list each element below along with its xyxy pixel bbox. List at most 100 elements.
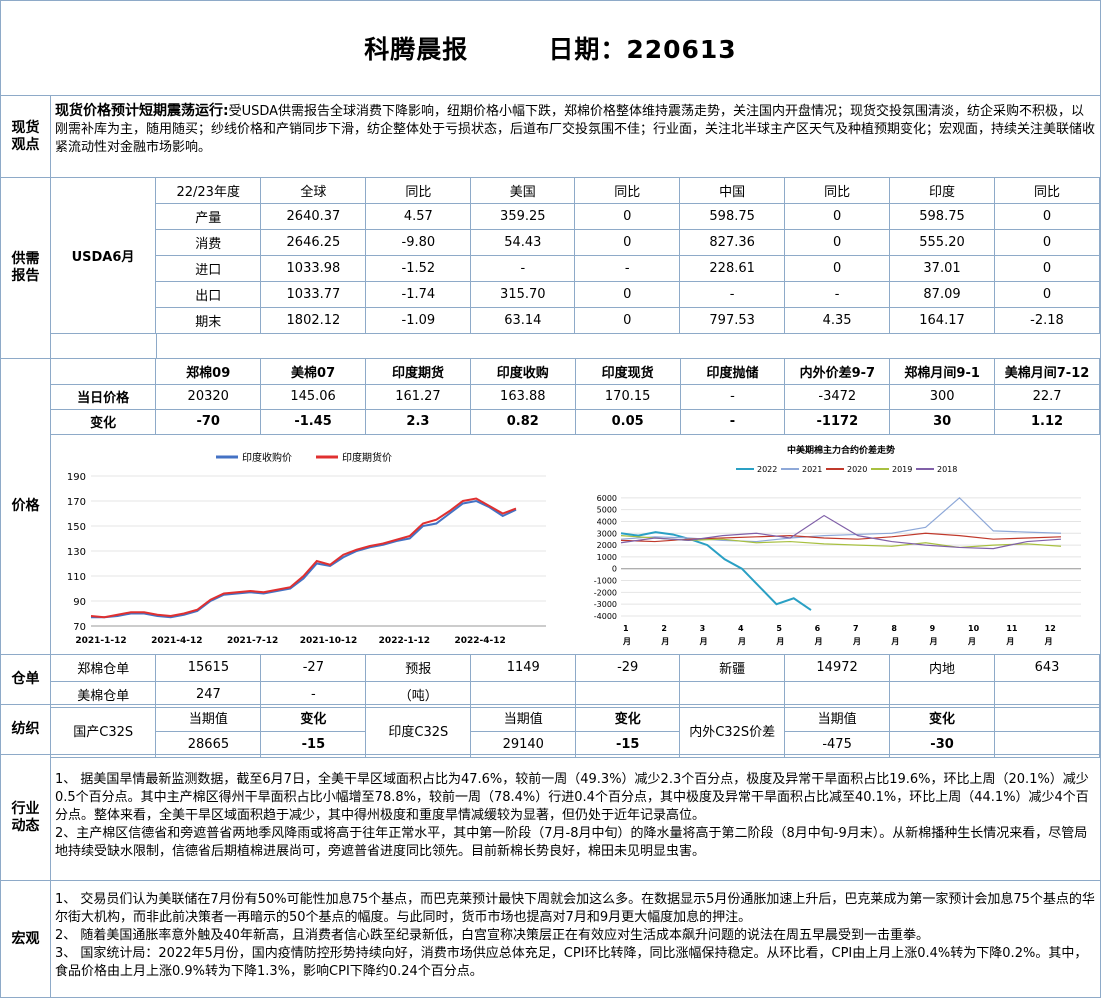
tx-s-chg-head: 变化 bbox=[889, 705, 996, 732]
industry-section: 行业 动态 1、 据美国旱情最新监测数据，截至6月7日，全美干旱区域面积占比为4… bbox=[1, 755, 1100, 881]
y-tick-label: -2000 bbox=[594, 588, 617, 597]
price-row-label: 变化 bbox=[51, 409, 157, 435]
supply-cell: 1802.12 bbox=[260, 307, 367, 334]
report-date: 日期：220613 bbox=[548, 35, 737, 64]
x-tick-label: 3 bbox=[700, 624, 706, 633]
supply-table: 22/23年度 全球 同比 美国 同比 中国 同比 印度 同比 产量 2640.37 4.57 359… bbox=[156, 178, 1101, 334]
wh-xj-val: 14972 bbox=[784, 655, 891, 682]
wh-zm-chg: -27 bbox=[260, 655, 367, 682]
spot-text: 现货价格预计短期震荡运行:受USDA供需报告全球消费下降影响，纽期价格小幅下跌，… bbox=[51, 96, 1100, 177]
supply-cell: 87.09 bbox=[889, 281, 995, 308]
pr-head-cell: 郑棉09 bbox=[155, 359, 262, 385]
legend-label: 2018 bbox=[937, 465, 957, 474]
supply-cell: 164.17 bbox=[889, 307, 995, 334]
supply-cell: 消费 bbox=[156, 229, 262, 256]
pr-chg-cell: 1.12 bbox=[994, 409, 1100, 435]
pr-today-cell: 161.27 bbox=[365, 384, 471, 410]
x-tick-unit: 月 bbox=[660, 637, 669, 646]
pr-head-cell: 美棉07 bbox=[260, 359, 367, 385]
industry-p2: 2、主产棉区信德省和旁遮普省两地季风降雨或将高于往年正常水平，其中第一阶段（7月… bbox=[55, 826, 1088, 859]
x-tick-label: 2021-1-12 bbox=[75, 636, 126, 646]
pr-head-cell: 印度期货 bbox=[365, 359, 471, 385]
textile-section: 纺织 国产C32S 当期值 变化 印度C32S 当期值 变化 内外C32S价差 … bbox=[1, 705, 1100, 758]
supply-cell: 2646.25 bbox=[260, 229, 367, 256]
x-tick-unit: 月 bbox=[852, 637, 861, 646]
pr-head-cell: 郑棉月间9-1 bbox=[889, 359, 996, 385]
pr-today-cell: 22.7 bbox=[994, 384, 1100, 410]
spot-label: 现货 观点 bbox=[1, 96, 51, 177]
y-tick-label: -3000 bbox=[594, 600, 617, 609]
supply-cell: 827.36 bbox=[679, 229, 786, 256]
supply-cell: 4.57 bbox=[365, 203, 472, 230]
y-tick-label: 0 bbox=[612, 565, 617, 574]
tx-d-cur-head: 当期值 bbox=[155, 705, 262, 732]
industry-text: 1、 据美国旱情最新监测数据，截至6月7日，全美干旱区域面积占比为47.6%，较… bbox=[51, 755, 1100, 880]
industry-p1: 1、 据美国旱情最新监测数据，截至6月7日，全美干旱区域面积占比为47.6%，较… bbox=[55, 772, 1089, 823]
tx-d-chg-head: 变化 bbox=[260, 705, 367, 732]
pr-chg-cell: 0.82 bbox=[470, 409, 576, 435]
wh-neidi: 内地 bbox=[889, 655, 995, 682]
supply-cell: 228.61 bbox=[679, 255, 786, 282]
wh-mm-val: 247 bbox=[155, 681, 262, 708]
x-tick-unit: 月 bbox=[775, 637, 784, 646]
y-tick-label: 4000 bbox=[597, 517, 617, 526]
pr-today-cell: 170.15 bbox=[575, 384, 681, 410]
x-tick-label: 6 bbox=[815, 624, 821, 633]
wh-unit: （吨） bbox=[365, 681, 472, 708]
pr-head-cell: 印度收购 bbox=[470, 359, 576, 385]
x-tick-label: 9 bbox=[930, 624, 936, 633]
warehouse-table: 郑棉仓单 15615 -27 预报 1149 -29 新疆 14972 内地 6… bbox=[51, 655, 1100, 708]
supply-cell: -2.18 bbox=[994, 307, 1101, 334]
series-line-0 bbox=[91, 499, 517, 619]
supply-header-4: 同比 bbox=[574, 178, 681, 204]
supply-cell: 359.25 bbox=[470, 203, 576, 230]
supply-cell: 0 bbox=[574, 229, 681, 256]
supply-header-1: 全球 bbox=[260, 178, 367, 204]
supply-cell: 期末 bbox=[156, 307, 262, 334]
textile-table: 国产C32S 当期值 变化 印度C32S 当期值 变化 内外C32S价差 当期值… bbox=[51, 705, 1100, 758]
spot-body: 受USDA供需报告全球消费下降影响，纽期价格小幅下跌，郑棉价格整体维持震荡走势，… bbox=[55, 104, 1096, 155]
supply-cell: 54.43 bbox=[470, 229, 576, 256]
report-title: 科腾晨报 bbox=[364, 35, 469, 64]
supply-cell: -1.74 bbox=[365, 281, 472, 308]
y-tick-label: 1000 bbox=[597, 553, 617, 562]
legend-label: 2019 bbox=[892, 465, 912, 474]
price-row-label: 当日价格 bbox=[51, 384, 157, 410]
supply-cell: -1.09 bbox=[365, 307, 472, 334]
pr-head-cell: 内外价差9-7 bbox=[784, 359, 891, 385]
supply-cell: 0 bbox=[994, 281, 1101, 308]
y-tick-label: 130 bbox=[67, 547, 86, 558]
supply-cell: 出口 bbox=[156, 281, 262, 308]
legend-label: 2021 bbox=[802, 465, 822, 474]
tx-s-val: -475 bbox=[784, 731, 891, 758]
tx-i-chg-head: 变化 bbox=[575, 705, 681, 732]
supply-cell: 598.75 bbox=[889, 203, 995, 230]
y-tick-label: 5000 bbox=[597, 506, 617, 515]
y-tick-label: 110 bbox=[67, 572, 86, 583]
wh-zhengmian: 郑棉仓单 bbox=[51, 655, 157, 682]
pr-chg-cell: -1.45 bbox=[260, 409, 367, 435]
pr-head-cell: 印度抛储 bbox=[680, 359, 786, 385]
supply-cell: 797.53 bbox=[679, 307, 786, 334]
spot-headline: 现货价格预计短期震荡运行: bbox=[55, 103, 229, 119]
supply-cell: 2640.37 bbox=[260, 203, 367, 230]
macro-label: 宏观 bbox=[1, 881, 51, 997]
supply-cell: 0 bbox=[994, 203, 1101, 230]
x-tick-unit: 月 bbox=[1005, 637, 1014, 646]
supply-cell: 1033.98 bbox=[260, 255, 367, 282]
supply-row: 出口 1033.77 -1.74 315.70 0- -87.09 0 bbox=[156, 281, 1101, 308]
x-tick-label: 2021-7-12 bbox=[227, 636, 278, 646]
x-tick-label: 2021-4-12 bbox=[151, 636, 202, 646]
y-tick-label: 170 bbox=[67, 497, 86, 508]
y-tick-label: -1000 bbox=[594, 577, 617, 586]
supply-cell: 315.70 bbox=[470, 281, 576, 308]
supply-header-3: 美国 bbox=[470, 178, 576, 204]
y-tick-label: 190 bbox=[67, 472, 86, 483]
x-tick-label: 12 bbox=[1045, 624, 1056, 633]
pr-chg-cell: 2.3 bbox=[365, 409, 471, 435]
x-tick-label: 2022-1-12 bbox=[379, 636, 430, 646]
tx-domestic: 国产C32S bbox=[51, 705, 157, 758]
supply-header-0: 22/23年度 bbox=[156, 178, 262, 204]
supply-section: 供需 报告 USDA6月 22/23年度 全球 同比 美国 同比 中国 同比 印度 同比 产量 2… bbox=[1, 178, 1101, 359]
supply-cell: - bbox=[784, 281, 891, 308]
